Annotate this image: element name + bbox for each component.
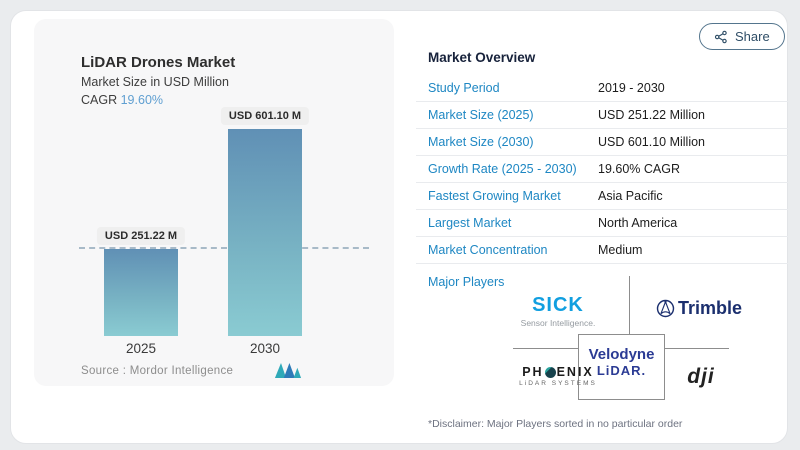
bar-2025	[104, 249, 178, 336]
sick-logo-text: SICK	[532, 294, 584, 316]
players-divider-horizontal-left	[513, 348, 578, 349]
overview-title: Market Overview	[428, 50, 536, 65]
velodyne-logo: Velodyne LiDAR.	[578, 334, 665, 400]
share-button-label: Share	[735, 29, 770, 44]
sick-logo: SICK Sensor Intelligence.	[498, 294, 618, 328]
report-card: LiDAR Drones Market Market Size in USD M…	[10, 10, 788, 444]
row-label: Largest Market	[428, 216, 512, 230]
row-value: USD 251.22 Million	[598, 108, 705, 122]
source-value: Mordor Intelligence	[129, 365, 234, 377]
chart-subtitle: Market Size in USD Million	[81, 75, 229, 89]
row-value: Asia Pacific	[598, 189, 663, 203]
row-label: Fastest Growing Market	[428, 189, 561, 203]
major-players-label: Major Players	[428, 275, 505, 289]
row-label: Market Size (2025)	[428, 108, 534, 122]
table-row: Largest Market North America	[416, 210, 788, 237]
phoenix-orb-icon	[544, 366, 556, 378]
row-value: Medium	[598, 243, 643, 257]
table-row: Market Concentration Medium	[416, 237, 788, 264]
table-row: Study Period 2019 - 2030	[416, 75, 788, 102]
x-axis-label-2025: 2025	[125, 341, 157, 356]
table-row: Market Size (2030) USD 601.10 Million	[416, 129, 788, 156]
velodyne-logo-subtext: LiDAR.	[596, 363, 647, 378]
table-row: Growth Rate (2025 - 2030) 19.60% CAGR	[416, 156, 788, 183]
players-divider-horizontal-right	[665, 348, 729, 349]
phoenix-text-pre: PH	[522, 365, 544, 379]
cagr-value: 19.60%	[120, 93, 164, 107]
overview-table: Study Period 2019 - 2030 Market Size (20…	[416, 75, 788, 264]
chart-source: Source : Mordor Intelligence	[81, 365, 233, 377]
chart-title: LiDAR Drones Market	[81, 54, 236, 71]
share-button[interactable]: Share	[699, 23, 785, 50]
bar-value-label-2025: USD 251.22 M	[96, 227, 186, 245]
row-value: 2019 - 2030	[598, 81, 665, 95]
row-label: Market Size (2030)	[428, 135, 534, 149]
phoenix-logo-tagline: LiDAR SYSTEMS	[519, 380, 597, 387]
chart-cagr-line: CAGR 19.60%	[81, 93, 163, 107]
reference-dashed-line	[79, 247, 369, 249]
phoenix-text-post: ENIX	[556, 365, 594, 379]
row-label: Study Period	[428, 81, 500, 95]
row-label: Market Concentration	[428, 243, 548, 257]
sick-logo-tagline: Sensor Intelligence.	[520, 318, 596, 328]
row-value: 19.60% CAGR	[598, 162, 680, 176]
mordor-intelligence-logo-icon	[274, 363, 302, 378]
trimble-globe-icon	[656, 299, 675, 318]
phoenix-logo: PH ENIX LiDAR SYSTEMS	[498, 365, 618, 387]
players-divider-vertical	[629, 276, 630, 335]
bar-2030	[228, 129, 302, 336]
row-label: Growth Rate (2025 - 2030)	[428, 162, 577, 176]
share-icon	[714, 30, 727, 43]
table-row: Market Size (2025) USD 251.22 Million	[416, 102, 788, 129]
table-row: Fastest Growing Market Asia Pacific	[416, 183, 788, 210]
players-disclaimer: *Disclaimer: Major Players sorted in no …	[428, 418, 683, 430]
bar-value-label-2030: USD 601.10 M	[220, 107, 310, 125]
market-chart-panel: LiDAR Drones Market Market Size in USD M…	[34, 19, 394, 386]
row-value: North America	[598, 216, 678, 230]
cagr-label: CAGR	[81, 93, 118, 107]
dji-logo: dji	[687, 365, 715, 388]
velodyne-logo-text: Velodyne	[588, 346, 655, 363]
phoenix-logo-text: PH ENIX	[498, 365, 618, 379]
source-label: Source :	[81, 365, 127, 377]
trimble-logo: Trimble	[629, 298, 769, 319]
trimble-logo-text: Trimble	[677, 298, 743, 318]
x-axis-label-2030: 2030	[249, 341, 281, 356]
row-value: USD 601.10 Million	[598, 135, 705, 149]
